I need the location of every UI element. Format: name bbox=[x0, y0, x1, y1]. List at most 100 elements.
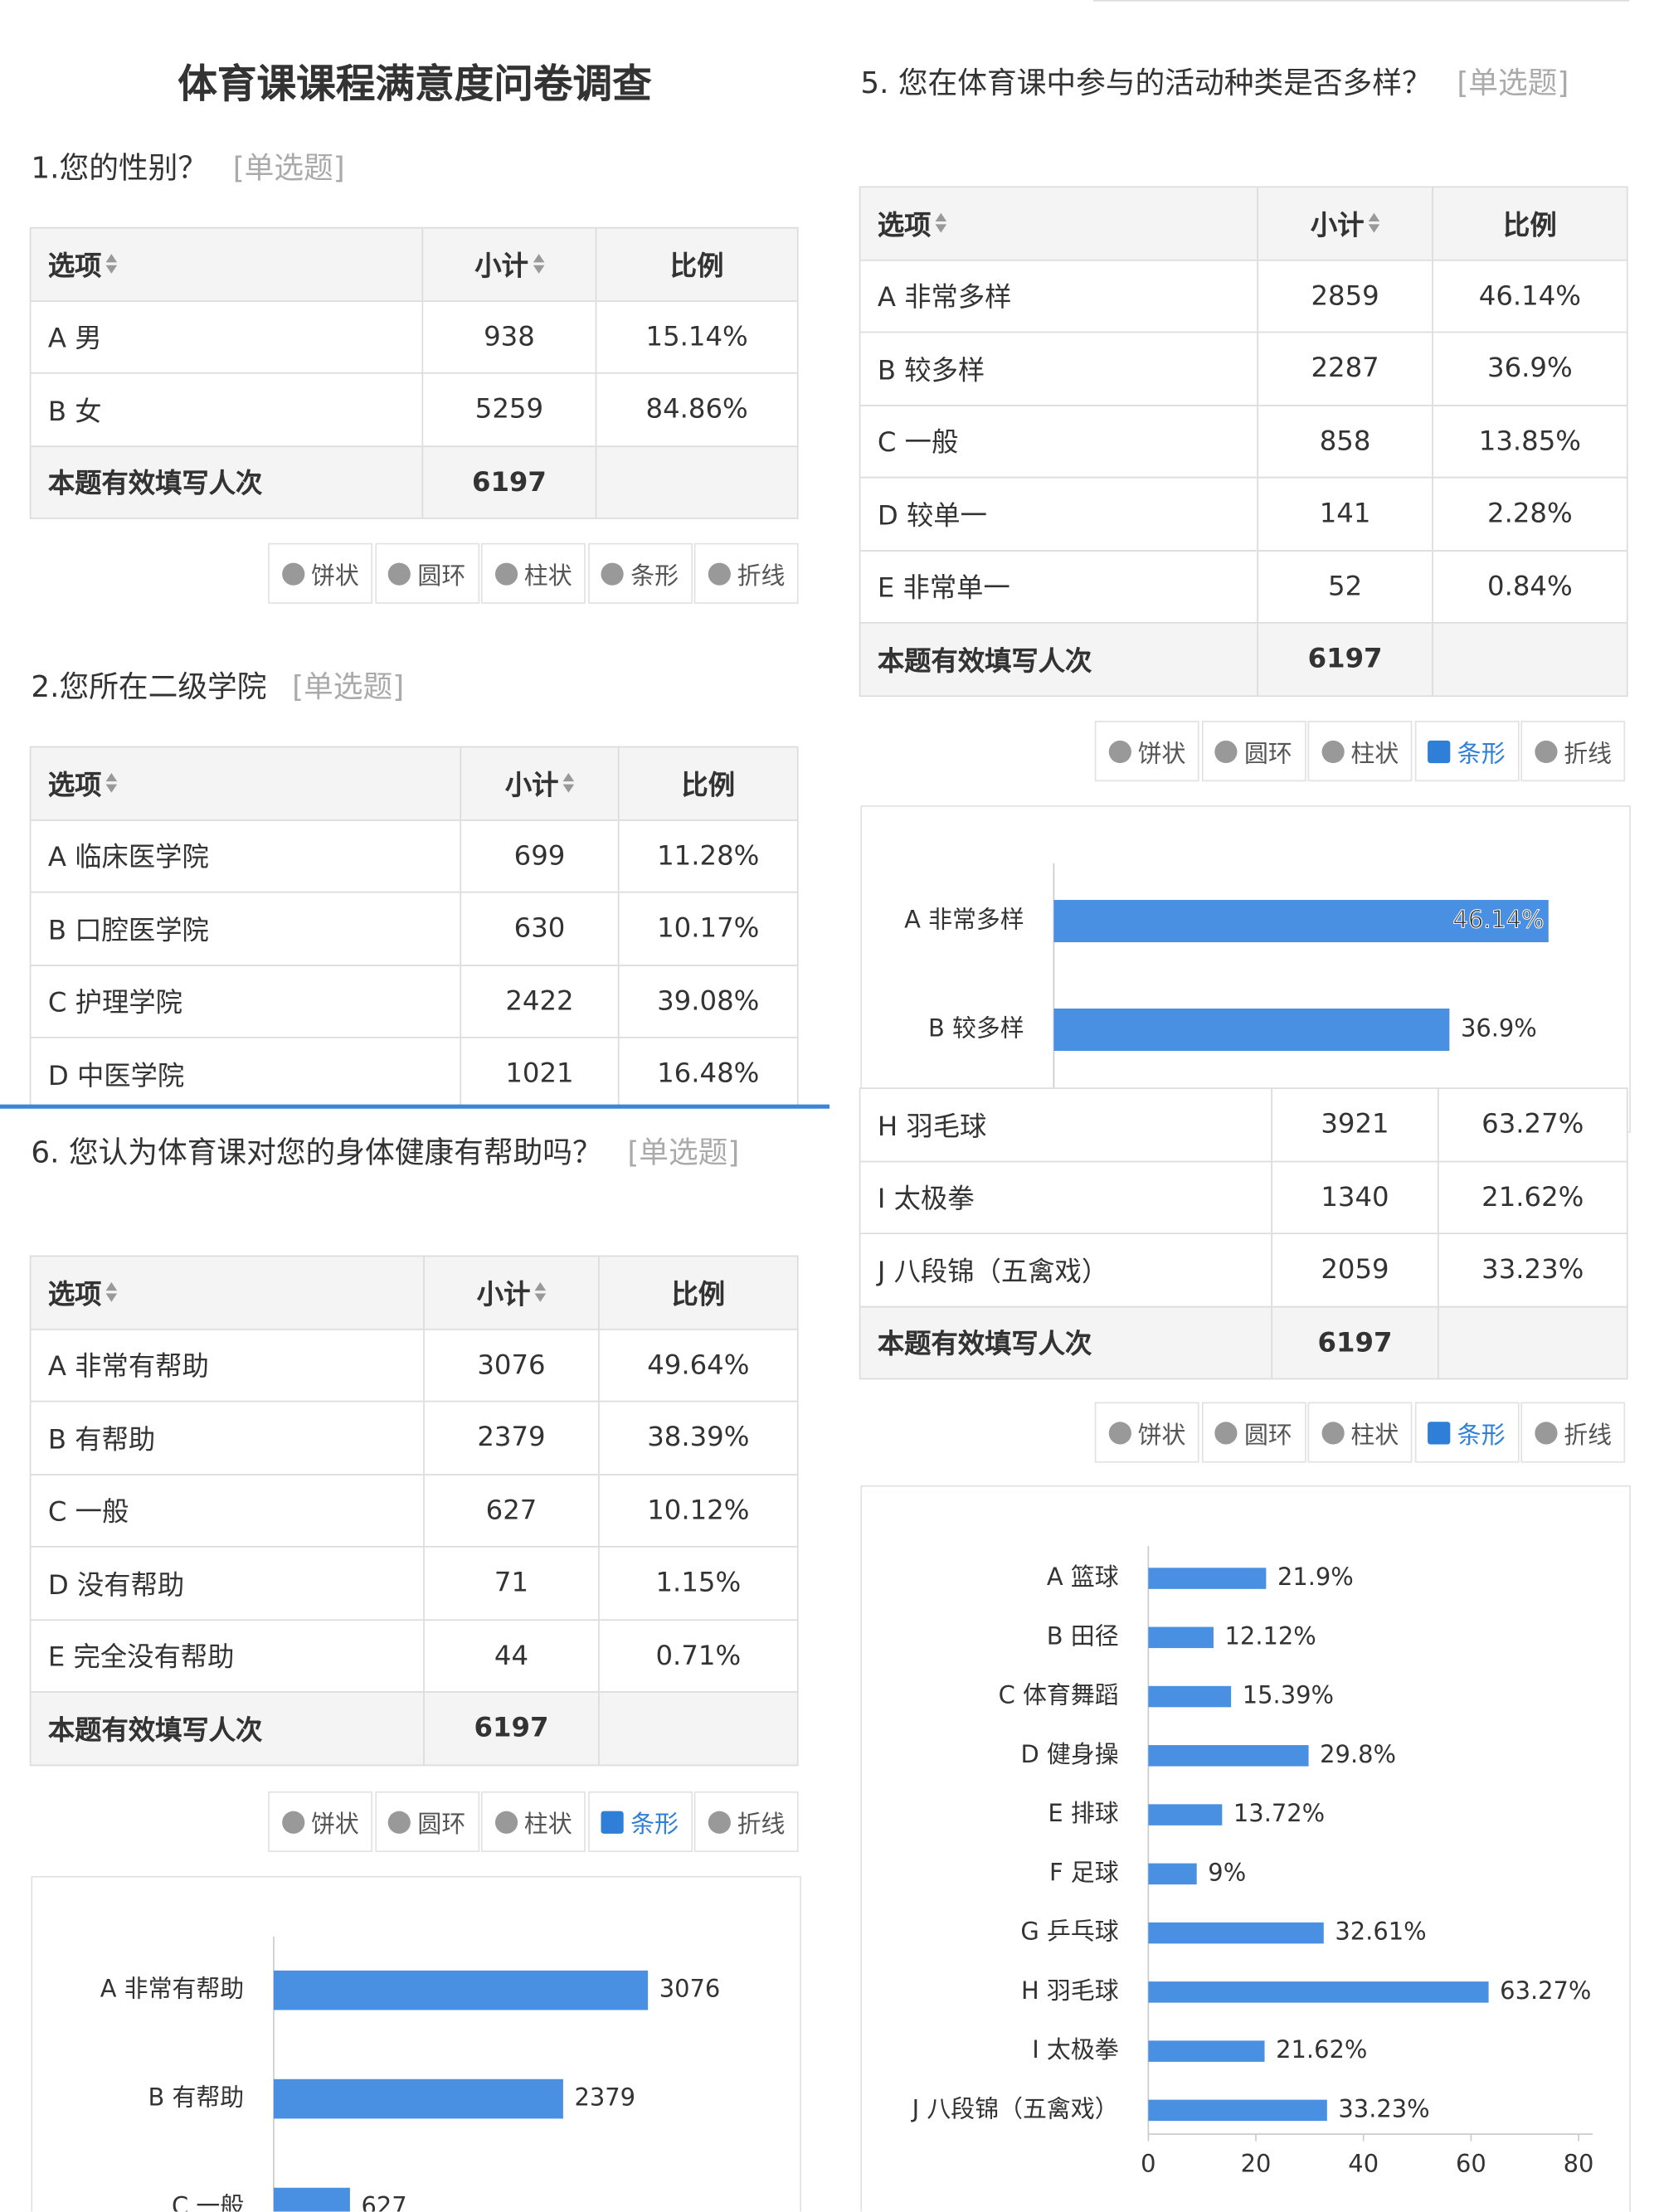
cell-text: 33.23% bbox=[1481, 1254, 1584, 1286]
cell-text: 2422 bbox=[505, 985, 574, 1017]
sort-icon[interactable] bbox=[105, 773, 118, 794]
table-cell: B 女 bbox=[29, 372, 424, 447]
table-cell: 1021 bbox=[460, 1036, 620, 1108]
table-cell: 627 bbox=[423, 1473, 600, 1548]
icon bbox=[387, 1810, 411, 1834]
cell-text: 2059 bbox=[1321, 1254, 1389, 1286]
chart-type-button[interactable]: 圆环 bbox=[1201, 1402, 1306, 1463]
chart-type-button[interactable]: 折线 bbox=[1520, 721, 1626, 782]
cell-text: 39.08% bbox=[657, 985, 760, 1017]
chart-type-button[interactable]: 饼状 bbox=[268, 542, 372, 604]
category-label: B 较多样 bbox=[928, 1014, 1024, 1042]
table-cell: 15.14% bbox=[595, 299, 799, 374]
bar-chart: A 非常多样 46.14% B 较多样 36.9% bbox=[904, 863, 1549, 1131]
table-header: 比例 bbox=[617, 746, 799, 820]
table-cell: 63.27% bbox=[1437, 1087, 1628, 1162]
cell-text: D 较单一 bbox=[877, 500, 987, 532]
bar bbox=[1148, 1922, 1324, 1944]
table-header: 比例 bbox=[595, 226, 799, 302]
cell-text: 36.9% bbox=[1487, 352, 1573, 385]
table-cell: 16.48% bbox=[617, 1036, 799, 1108]
chart-type-button[interactable]: 柱状 bbox=[1307, 721, 1413, 782]
icon bbox=[387, 562, 411, 585]
chart-type-button[interactable]: 饼状 bbox=[1094, 1402, 1199, 1463]
cell-text: 本题有效填写人次 bbox=[877, 645, 1092, 677]
x-tick-label: 80 bbox=[1564, 2150, 1594, 2178]
cell-text: 858 bbox=[1319, 425, 1371, 457]
sort-icon[interactable] bbox=[935, 213, 947, 234]
x-tick-label: 40 bbox=[1348, 2150, 1379, 2178]
chart-type-button[interactable]: 条形 bbox=[587, 542, 693, 604]
table-cell: B 较多样 bbox=[859, 331, 1259, 406]
table-cell: B 有帮助 bbox=[29, 1400, 425, 1475]
divider bbox=[1093, 0, 1630, 2]
value-label: 63.27% bbox=[1500, 1976, 1591, 2005]
category-label: C 体育舞蹈 bbox=[999, 1681, 1119, 1709]
table-cell: 1340 bbox=[1271, 1159, 1439, 1235]
table-cell: 38.39% bbox=[598, 1400, 799, 1475]
table-cell: 10.17% bbox=[617, 891, 799, 966]
table-header: 选项 bbox=[29, 1255, 425, 1330]
table-cell: 6197 bbox=[423, 1691, 600, 1766]
table-cell: A 临床医学院 bbox=[29, 819, 462, 893]
chart-type-button[interactable]: 圆环 bbox=[374, 1791, 479, 1852]
sort-icon[interactable] bbox=[533, 254, 544, 275]
x-tick-label: 20 bbox=[1241, 2150, 1272, 2178]
cell-text: 699 bbox=[513, 840, 566, 872]
cell-text: 141 bbox=[1319, 498, 1371, 530]
chart-type-button[interactable]: 柱状 bbox=[1307, 1402, 1413, 1463]
chart-type-button[interactable]: 条形 bbox=[1413, 1402, 1519, 1463]
cell-text: 0.71% bbox=[655, 1640, 742, 1671]
cell-text: 比例 bbox=[671, 1279, 726, 1310]
value-label: 33.23% bbox=[1338, 2094, 1429, 2122]
cell-text: 10.17% bbox=[657, 912, 760, 945]
bar bbox=[1053, 1008, 1450, 1052]
chart-type-button[interactable]: 圆环 bbox=[374, 542, 479, 604]
category-label: B 有帮助 bbox=[148, 2083, 244, 2112]
bar bbox=[1148, 1863, 1197, 1885]
chart-type-button[interactable]: 条形 bbox=[1413, 721, 1519, 782]
icon bbox=[1321, 740, 1344, 763]
cell-text: C 一般 bbox=[47, 1496, 129, 1529]
table-cell: E 非常单一 bbox=[859, 549, 1259, 624]
table-cell: 本题有效填写人次 bbox=[29, 445, 424, 519]
chart-type-button[interactable]: 条形 bbox=[587, 1791, 693, 1852]
button-label: 圆环 bbox=[417, 562, 466, 591]
cell-text: 84.86% bbox=[645, 393, 748, 425]
button-label: 条形 bbox=[1457, 740, 1506, 769]
icon bbox=[494, 1810, 518, 1834]
cell-text: 小计 bbox=[474, 250, 528, 282]
chart-type-button[interactable]: 折线 bbox=[693, 1791, 799, 1852]
bar bbox=[1148, 1626, 1214, 1649]
table-cell: 39.08% bbox=[617, 964, 799, 1038]
chart-type-button[interactable]: 柱状 bbox=[480, 542, 586, 604]
panel: 体育课课程满意度问卷调查 1.您的性别？ [单选题] 选项 小计 比例 A 男 938 15.… bbox=[0, 0, 830, 1108]
chart-type-button[interactable]: 饼状 bbox=[1094, 721, 1199, 782]
sort-icon[interactable] bbox=[105, 1282, 118, 1303]
category-label: A 非常多样 bbox=[904, 906, 1024, 934]
cell-text: H 羽毛球 bbox=[877, 1111, 987, 1143]
chart-type-button[interactable]: 圆环 bbox=[1201, 721, 1306, 782]
bar bbox=[273, 1970, 649, 2010]
table-cell: 36.9% bbox=[1432, 331, 1628, 406]
sort-icon[interactable] bbox=[534, 1282, 547, 1303]
table-cell: 本题有效填写人次 bbox=[29, 1691, 425, 1766]
cell-text: 2379 bbox=[477, 1422, 546, 1454]
table-header: 比例 bbox=[598, 1255, 799, 1330]
cell-text: D 没有帮助 bbox=[47, 1569, 185, 1601]
sort-icon[interactable] bbox=[105, 254, 118, 275]
chart-type-button[interactable]: 折线 bbox=[693, 542, 799, 604]
icon bbox=[1534, 1421, 1557, 1444]
table-cell: 21.62% bbox=[1437, 1159, 1628, 1235]
table-cell bbox=[595, 445, 799, 519]
chart-type-button[interactable]: 饼状 bbox=[268, 1791, 372, 1852]
cell-text: B 口腔医学院 bbox=[47, 915, 209, 946]
chart-type-button[interactable]: 折线 bbox=[1520, 1402, 1626, 1463]
sort-icon[interactable] bbox=[1368, 213, 1380, 234]
chart-type-button[interactable]: 柱状 bbox=[480, 1791, 586, 1852]
table-cell: 本题有效填写人次 bbox=[859, 621, 1259, 697]
chart-box: A 篮球 21.9% B 田径 12.12% C 体育舞蹈 15.39% D 健身操 29.8… bbox=[860, 1485, 1631, 2212]
question-type: [单选题] bbox=[1457, 66, 1569, 100]
sort-icon[interactable] bbox=[562, 773, 575, 794]
